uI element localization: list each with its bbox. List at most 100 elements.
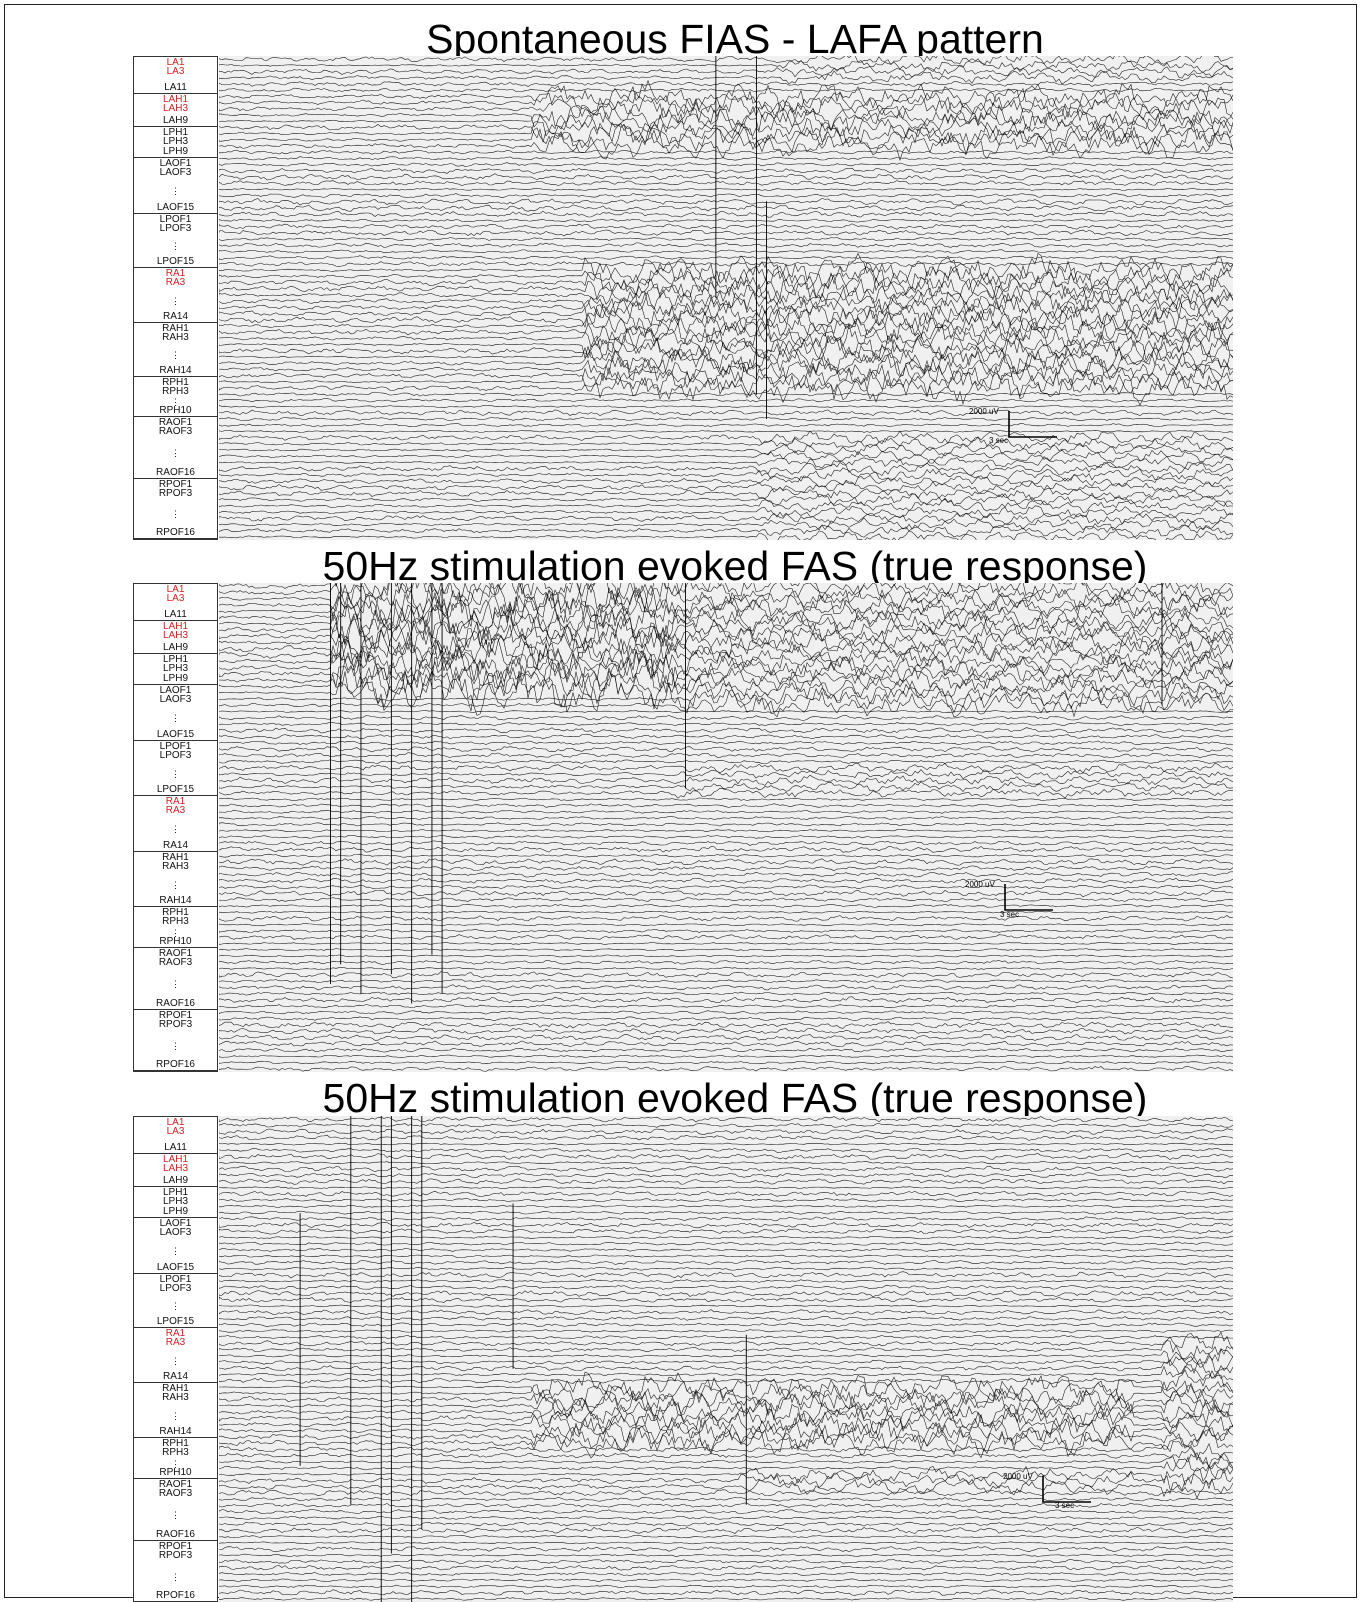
eeg-channel-trace [219,370,1233,406]
channel-label: RAH3 [162,332,189,343]
scale-bar-glyph [1004,884,1053,911]
channel-label: RA1 [165,268,186,279]
eeg-channel-trace [219,1526,1233,1534]
channel-label: LAOF3 [159,1227,192,1238]
ellipsis-mark: ⋮ [171,1510,180,1520]
channel-group: RAOF1 RAOF3 ⋮ RAOF16 [134,948,217,1010]
eeg-channel-trace [219,649,1233,694]
eeg-channel-trace [219,633,1233,678]
eeg-channel-trace [219,1241,1233,1246]
channel-label: RPOF1 [158,1541,193,1552]
eeg-channel-trace [219,117,1233,147]
eeg-channel-trace [219,249,1233,254]
eeg-channel-trace [219,1322,1233,1328]
channel-label: RA1 [165,1328,186,1339]
eeg-channel-trace [219,517,1233,532]
eeg-channel-trace [219,409,1233,417]
eeg-channel-trace [219,1033,1233,1042]
eeg-channel-trace [219,1309,1233,1315]
eeg-channel-trace [219,261,1233,267]
eeg-channel-trace [219,100,1233,132]
channel-label: LAOF15 [156,1262,195,1273]
eeg-channel-trace [219,816,1233,820]
ellipsis-mark: ⋮ [171,296,180,306]
eeg-channel-trace [219,787,1233,799]
eeg-channel-trace [219,229,1233,237]
scale-amplitude-label: 2000 uV [969,407,999,416]
eeg-channel-trace [219,1152,1233,1161]
eeg-channel-trace [219,1578,1233,1582]
ellipsis-mark: ⋮ [171,1041,180,1051]
eeg-channel-trace [219,1296,1233,1303]
channel-label: RPOF3 [158,1550,193,1561]
eeg-channel-trace [219,156,1233,161]
eeg-channel-trace [219,358,1233,392]
eeg-trace-area [219,583,1233,1072]
eeg-channel-trace [219,1235,1233,1240]
channel-label: LAOF3 [159,694,192,705]
eeg-channel-trace [219,423,1233,427]
eeg-channel-trace [219,1497,1233,1502]
ellipsis-mark: ⋮ [171,397,180,407]
eeg-channel-trace [219,302,1233,337]
eeg-channel-trace [219,1456,1233,1482]
channel-label-column: LA1 LA3 LA11 LAH1 LAH3 LAH9 LPH1 LPH3 LPH9 LAOF1 L… [133,583,218,1072]
channel-label: RAOF3 [158,1488,193,1499]
channel-group: RPH1 RPH3 ⋮ RPH10 [134,377,217,417]
eeg-channel-trace [219,1369,1233,1394]
channel-label-column: LA1 LA3 LA11 LAH1 LAH3 LAH9 LPH1 LPH3 LPH9 LAOF1 L… [133,1116,218,1602]
eeg-channel-trace [219,1395,1233,1429]
eeg-channel-trace [219,1335,1233,1340]
channel-label: LPH9 [162,1206,188,1217]
eeg-channel-trace [219,629,1233,670]
channel-label: RAH14 [159,1426,192,1437]
eeg-channel-trace [219,762,1233,774]
channel-label: LPOF15 [156,256,195,267]
channel-label: RAH1 [162,852,189,863]
eeg-channel-trace [219,884,1233,890]
eeg-channel-trace [219,797,1233,801]
channel-group: RAOF1 RAOF3 ⋮ RAOF16 [134,417,217,479]
ellipsis-mark: ⋮ [171,241,180,251]
eeg-channel-trace [219,1161,1233,1165]
eeg-channel-trace [219,364,1233,400]
channel-label: RPOF1 [158,1010,193,1021]
eeg-channel-trace [219,942,1233,945]
eeg-channel-trace [219,333,1233,367]
ellipsis-mark: ⋮ [171,448,180,458]
eeg-channel-trace [219,1390,1233,1422]
channel-label: LPH3 [162,136,188,147]
channel-label: RAOF3 [158,426,193,437]
eeg-channel-trace [219,449,1233,464]
eeg-channel-trace [219,193,1233,198]
ellipsis-mark: ⋮ [171,1572,180,1582]
eeg-channel-trace [219,996,1233,1004]
eeg-channel-trace [219,1564,1233,1571]
eeg-channel-trace [219,173,1233,181]
channel-label: LA1 [166,1117,185,1128]
channel-group: RPOF1 RPOF3 ⋮ RPOF16 [134,1541,217,1602]
eeg-channel-trace [219,656,1233,705]
eeg-channel-trace [219,910,1233,914]
eeg-channel-trace [219,1021,1233,1029]
eeg-channel-trace [219,1172,1233,1178]
eeg-channel-trace [219,474,1233,488]
channel-group: RAH1 RAH3 ⋮ RAH14 [134,1383,217,1438]
eeg-channel-trace [219,929,1233,933]
eeg-channel-trace [219,781,1233,793]
eeg-channel-trace [219,265,1233,299]
eeg-channel-trace [219,877,1233,884]
eeg-channel-trace [219,1271,1233,1279]
eeg-channel-trace [219,710,1233,713]
channel-label: RAOF3 [158,957,193,968]
scale-bar-glyph [1008,411,1057,438]
channel-label: RAOF16 [156,467,195,478]
eeg-channel-trace [219,124,1233,156]
eeg-channel-trace [219,398,1233,403]
eeg-channel-trace [219,1336,1233,1363]
channel-label: RAH3 [162,1392,189,1403]
channel-label: RA3 [165,1337,186,1348]
channel-label: LAH9 [162,115,188,126]
eeg-channel-trace [219,858,1233,866]
eeg-channel-trace [219,984,1233,991]
